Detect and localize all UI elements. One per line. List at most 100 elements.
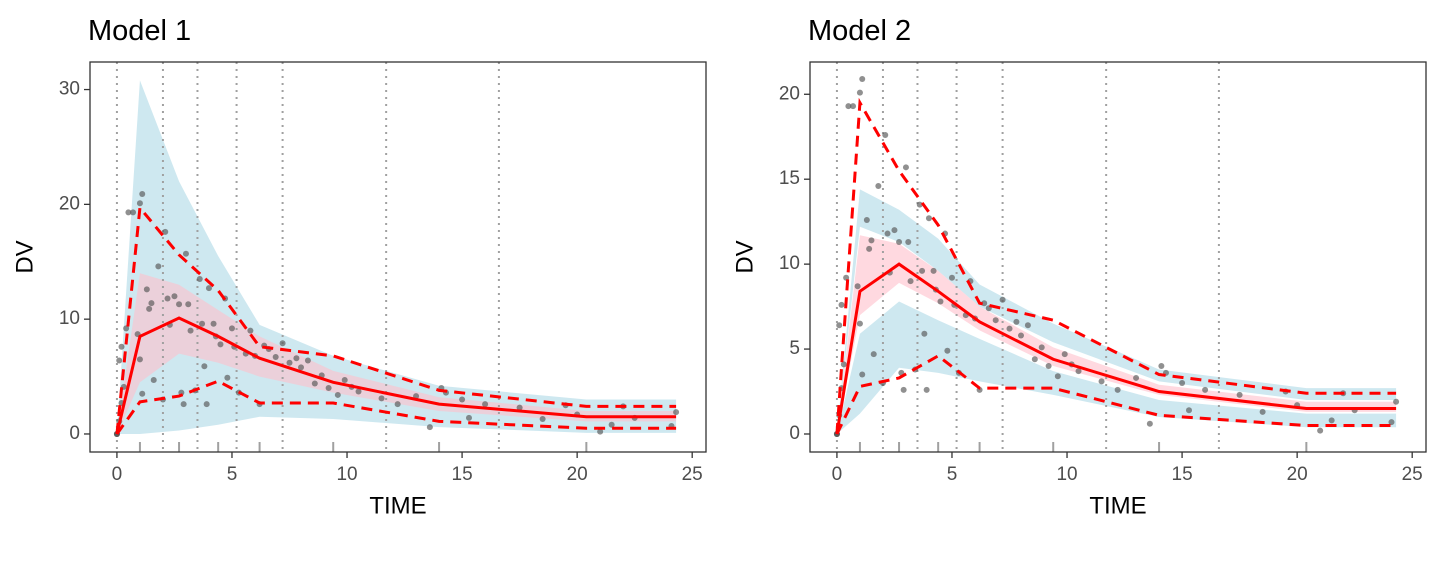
observation xyxy=(298,364,305,371)
observation xyxy=(850,103,857,110)
x-tick-label: 10 xyxy=(1056,464,1077,485)
observation xyxy=(210,320,217,327)
observation xyxy=(1018,332,1025,339)
x-axis-label: TIME xyxy=(369,492,426,519)
x-tick-label: 15 xyxy=(1172,464,1193,485)
ribbon xyxy=(836,189,1397,434)
y-axis-label: DV xyxy=(11,240,38,273)
observation xyxy=(836,322,843,329)
observation xyxy=(875,182,882,189)
observation xyxy=(272,354,279,361)
ribbon xyxy=(116,80,677,434)
observation xyxy=(146,305,153,312)
observation xyxy=(1202,386,1209,393)
observation xyxy=(859,75,866,82)
y-tick-label: 0 xyxy=(69,423,80,444)
observation xyxy=(125,209,132,216)
observation xyxy=(921,330,928,337)
observation xyxy=(334,391,341,398)
panel-title: Model 2 xyxy=(808,15,911,47)
observation xyxy=(843,274,850,281)
observation xyxy=(1075,368,1082,375)
x-tick-label: 20 xyxy=(567,464,588,485)
percentile-line xyxy=(835,97,1397,435)
observation xyxy=(378,395,385,402)
observation xyxy=(866,245,873,252)
observation xyxy=(856,320,863,327)
observation xyxy=(178,389,185,396)
x-tick-label: 10 xyxy=(336,464,357,485)
observation xyxy=(116,357,123,364)
x-tick-label: 15 xyxy=(452,464,473,485)
median-line xyxy=(835,262,1397,435)
observation xyxy=(187,327,194,334)
observation xyxy=(868,237,875,244)
observation xyxy=(1158,363,1165,370)
observation xyxy=(884,230,891,237)
observation xyxy=(1317,427,1324,434)
observation xyxy=(1393,398,1400,405)
observation xyxy=(673,409,680,416)
x-tick-label: 0 xyxy=(112,464,123,485)
observation xyxy=(150,377,157,384)
x-tick-label: 5 xyxy=(227,464,238,485)
x-tick-label: 20 xyxy=(1287,464,1308,485)
observation xyxy=(1054,373,1061,380)
observation xyxy=(863,216,870,223)
observation xyxy=(1236,391,1243,398)
observation xyxy=(325,385,332,392)
x-tick-label: 5 xyxy=(947,464,958,485)
observation xyxy=(916,201,923,208)
x-tick-label: 25 xyxy=(682,464,703,485)
observation xyxy=(355,388,362,395)
observation xyxy=(1146,420,1153,427)
observation xyxy=(838,301,845,308)
observation xyxy=(1006,325,1013,332)
observation xyxy=(459,396,466,403)
observation xyxy=(164,295,171,302)
observation xyxy=(123,325,130,332)
y-tick-label: 10 xyxy=(779,253,800,274)
y-tick-label: 20 xyxy=(59,193,80,214)
x-tick-label: 0 xyxy=(832,464,843,485)
observation xyxy=(1013,318,1020,325)
observation xyxy=(930,267,937,274)
observation xyxy=(304,357,311,364)
observation xyxy=(465,414,472,421)
observation xyxy=(136,356,143,363)
observation xyxy=(1259,408,1266,415)
observation xyxy=(840,361,847,368)
y-tick-label: 20 xyxy=(779,83,800,104)
observation xyxy=(900,386,907,393)
observation xyxy=(905,239,912,246)
panel-border xyxy=(89,61,707,453)
observation xyxy=(1038,344,1045,351)
observation xyxy=(139,191,146,198)
x-axis-label: TIME xyxy=(1089,492,1146,519)
observation xyxy=(1328,417,1335,424)
percentile-line xyxy=(835,354,1397,435)
ribbon xyxy=(836,301,1397,434)
observation xyxy=(902,164,909,171)
observation xyxy=(162,228,169,235)
observation xyxy=(176,301,183,308)
observation xyxy=(1024,322,1031,329)
panel-title: Model 1 xyxy=(88,15,191,47)
observation xyxy=(516,404,523,411)
observation xyxy=(859,371,866,378)
observation xyxy=(394,401,401,408)
observation xyxy=(203,401,210,408)
observation xyxy=(923,386,930,393)
observation xyxy=(341,377,348,384)
y-tick-label: 15 xyxy=(779,168,800,189)
observation xyxy=(1114,386,1121,393)
median-line xyxy=(115,316,677,435)
observation xyxy=(217,341,224,348)
observation xyxy=(1388,419,1395,426)
observation xyxy=(944,347,951,354)
panel-border xyxy=(809,61,1427,453)
observation xyxy=(854,283,861,290)
panel: Model 1 DV TIME 0 5 10 15 20 25 0 10 20 30 xyxy=(11,15,707,519)
observation xyxy=(311,380,318,387)
observation xyxy=(279,340,286,347)
